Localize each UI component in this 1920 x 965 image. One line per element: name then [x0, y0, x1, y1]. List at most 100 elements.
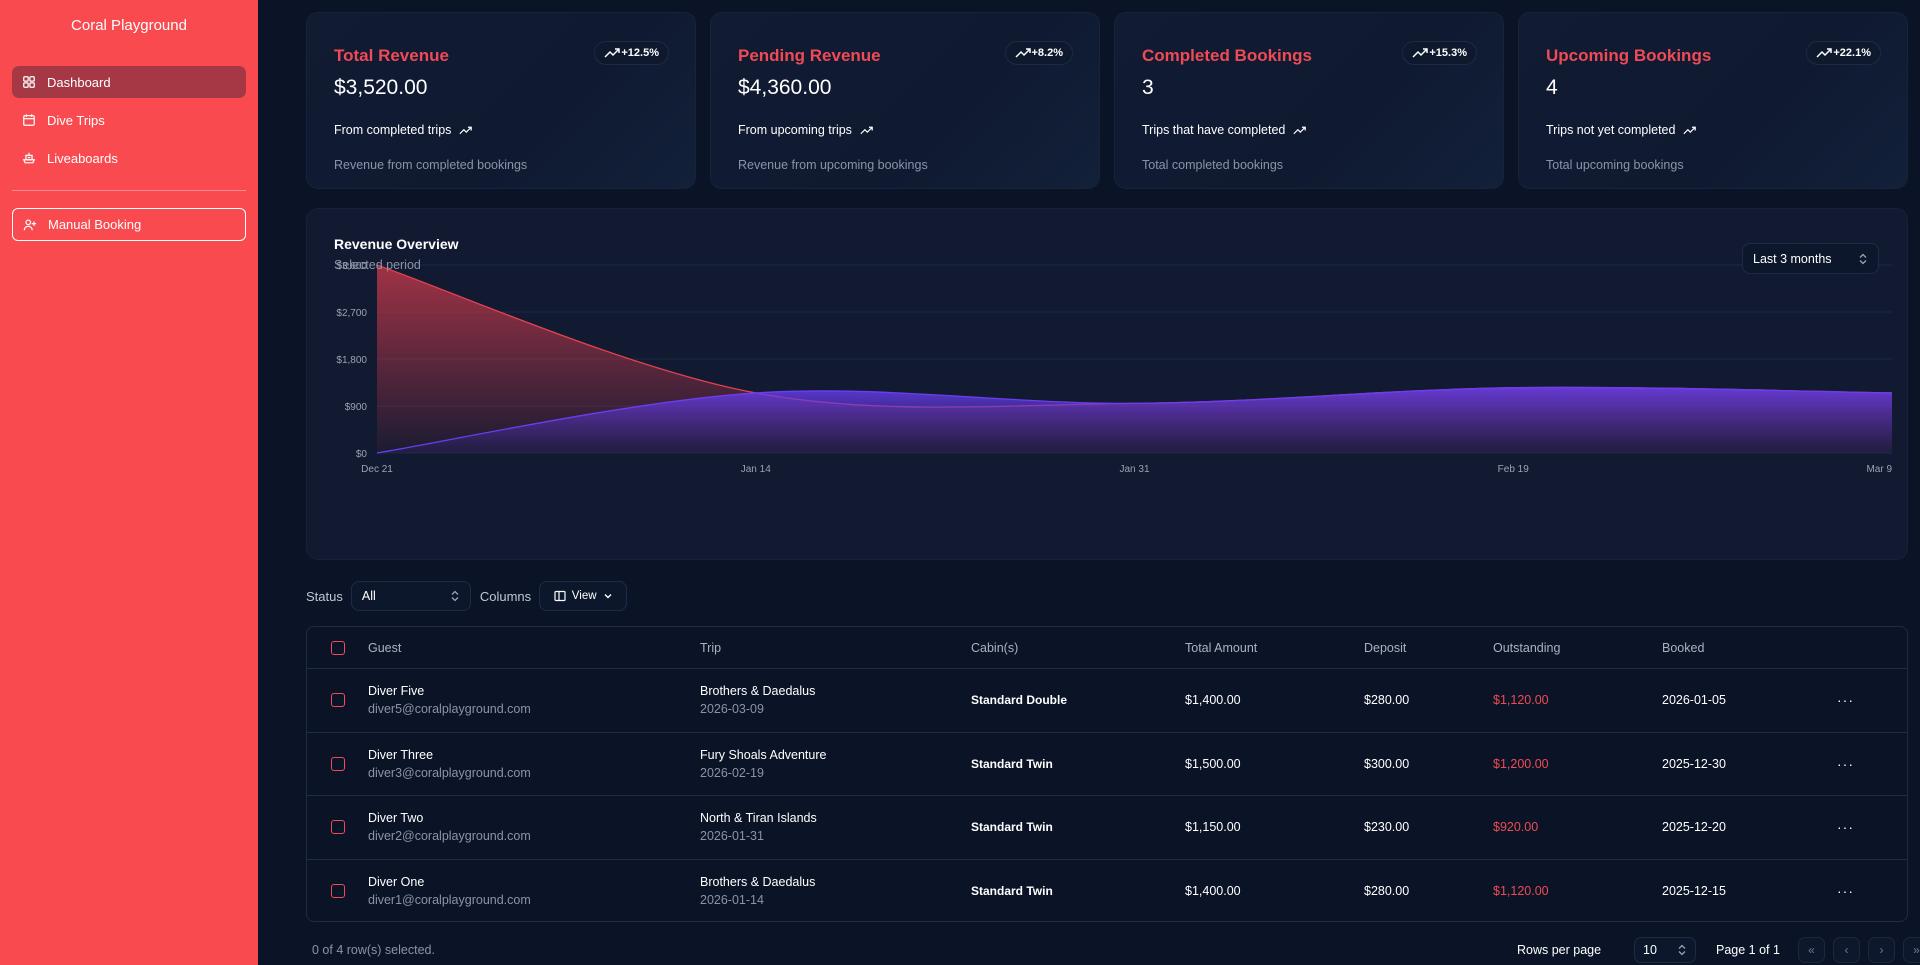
x-axis-ticks: Dec 21 Jan 14 Jan 31 Feb 19 Mar 9 — [361, 464, 1892, 475]
row-checkbox[interactable] — [331, 820, 345, 835]
pagination: « ‹ › » — [1798, 937, 1920, 963]
first-page-button[interactable]: « — [1798, 937, 1825, 963]
column-header-trip[interactable]: Trip — [700, 640, 722, 655]
card-subtitle: Trips that have completed — [1142, 123, 1307, 137]
trending-up-icon — [860, 126, 873, 134]
x-tick-label: Jan 31 — [1119, 464, 1149, 475]
selection-count: 0 of 4 row(s) selected. — [312, 943, 435, 957]
dashboard-icon — [23, 76, 35, 88]
guest-name: Diver One — [368, 875, 425, 890]
guest-email: diver3@coralplayground.com — [368, 765, 531, 780]
deposit: $230.00 — [1364, 820, 1410, 835]
y-tick-label: $2,700 — [336, 308, 367, 319]
card-subtitle: Trips not yet completed — [1546, 123, 1697, 137]
x-tick-label: Mar 9 — [1866, 464, 1892, 475]
more-horizontal-icon[interactable]: ··· — [1837, 883, 1854, 900]
trend-value: +12.5% — [621, 47, 659, 59]
column-header-total-amount[interactable]: Total Amount — [1185, 640, 1258, 655]
table-row[interactable]: Diver Three diver3@coralplayground.com F… — [307, 733, 1907, 796]
table-row[interactable]: Diver Five diver5@coralplayground.com Br… — [307, 669, 1907, 733]
booked-date: 2025-12-30 — [1662, 756, 1726, 771]
row-checkbox[interactable] — [331, 756, 345, 771]
sidebar-item-dive-trips[interactable]: Dive Trips — [12, 104, 246, 136]
revenue-chart: $0 $900 $1,800 $2,700 $3,600 Dec 21 Jan 14 Jan… — [336, 261, 1892, 475]
more-horizontal-icon[interactable]: ··· — [1837, 755, 1854, 772]
outstanding: $1,120.00 — [1493, 693, 1549, 708]
sidebar: Coral Playground Dashboard Dive Trips Li… — [0, 0, 258, 965]
card-note: Revenue from completed bookings — [334, 158, 528, 172]
trip-date: 2026-03-09 — [700, 702, 764, 717]
x-tick-label: Jan 14 — [741, 464, 771, 475]
trip-name: Fury Shoals Adventure — [700, 747, 827, 762]
rows-per-page-select[interactable]: 10 — [1634, 937, 1696, 963]
trend-badge: +15.3% — [1402, 41, 1477, 65]
column-header-deposit[interactable]: Deposit — [1364, 640, 1407, 655]
chevrons-left-icon: « — [1808, 943, 1815, 957]
previous-page-button[interactable]: ‹ — [1833, 937, 1860, 963]
trending-up-icon — [1683, 126, 1697, 134]
table-row[interactable]: Diver Two diver2@coralplayground.com Nor… — [307, 796, 1907, 860]
y-axis-ticks: $0 $900 $1,800 $2,700 $3,600 — [336, 261, 367, 460]
status-label: Status — [306, 588, 343, 604]
trend-value: +22.1% — [1833, 47, 1871, 59]
deposit: $300.00 — [1364, 756, 1410, 771]
card-subtitle: From completed trips — [334, 123, 473, 137]
chevron-right-icon: › — [1879, 943, 1884, 957]
trip-name: North & Tiran Islands — [700, 811, 817, 826]
card-note: Total completed bookings — [1142, 158, 1284, 172]
sidebar-item-dashboard[interactable]: Dashboard — [12, 66, 246, 98]
view-columns-button[interactable]: View — [539, 581, 628, 611]
columns-icon — [554, 590, 566, 602]
row-checkbox[interactable] — [331, 693, 345, 708]
row-checkbox[interactable] — [331, 884, 345, 899]
card-note: Revenue from upcoming bookings — [738, 158, 928, 172]
card-value: $4,360.00 — [738, 76, 832, 99]
next-page-button[interactable]: › — [1868, 937, 1895, 963]
trip-date: 2026-01-14 — [700, 893, 764, 908]
booked-date: 2025-12-20 — [1662, 820, 1726, 835]
chevrons-up-down-icon — [1859, 253, 1867, 264]
rows-per-page-label: Rows per page — [1517, 943, 1602, 957]
column-header-booked[interactable]: Booked — [1662, 640, 1705, 655]
select-all-checkbox[interactable] — [331, 640, 345, 655]
trend-value: +15.3% — [1429, 47, 1467, 59]
status-select[interactable]: All — [350, 581, 471, 611]
trending-up-icon — [1412, 48, 1429, 58]
sidebar-item-label: Dashboard — [47, 74, 111, 90]
card-title: Pending Revenue — [738, 46, 881, 65]
revenue-overview-card: $0 $900 $1,800 $2,700 $3,600 Dec 21 Jan 14 Jan… — [306, 208, 1908, 560]
more-horizontal-icon[interactable]: ··· — [1837, 692, 1854, 709]
sidebar-item-liveaboards[interactable]: Liveaboards — [12, 142, 246, 174]
x-tick-label: Dec 21 — [361, 464, 393, 475]
rows-per-page-value: 10 — [1643, 943, 1657, 957]
y-tick-label: $1,800 — [336, 355, 367, 366]
period-select[interactable]: Last 3 months — [1742, 243, 1879, 274]
card-subtitle-text: From completed trips — [334, 123, 452, 137]
card-subtitle: From upcoming trips — [738, 123, 873, 137]
column-header-outstanding[interactable]: Outstanding — [1493, 640, 1561, 655]
more-horizontal-icon[interactable]: ··· — [1837, 819, 1854, 836]
guest-email: diver2@coralplayground.com — [368, 829, 531, 844]
brand-title: Coral Playground — [71, 17, 187, 34]
table-footer: 0 of 4 row(s) selected. Rows per page 10… — [306, 937, 1920, 963]
sidebar-divider — [12, 190, 246, 191]
table-row[interactable]: Diver One diver1@coralplayground.com Bro… — [307, 860, 1907, 922]
column-header-cabins[interactable]: Cabin(s) — [971, 640, 1019, 655]
guest-email: diver5@coralplayground.com — [368, 702, 531, 717]
chevrons-up-down-icon — [1678, 944, 1686, 956]
manual-booking-button[interactable]: Manual Booking — [12, 208, 246, 241]
trend-value: +8.2% — [1031, 47, 1064, 59]
total-amount: $1,400.00 — [1185, 884, 1241, 899]
trending-up-icon — [1293, 126, 1307, 134]
column-header-guest[interactable]: Guest — [368, 640, 402, 655]
cabin: Standard Twin — [971, 756, 1053, 771]
last-page-button[interactable]: » — [1903, 937, 1920, 963]
guest-name: Diver Two — [368, 811, 424, 826]
booked-date: 2025-12-15 — [1662, 884, 1726, 899]
y-tick-label: $900 — [345, 402, 368, 413]
chevron-down-icon — [604, 594, 612, 599]
outstanding: $1,120.00 — [1493, 884, 1549, 899]
card-title: Upcoming Bookings — [1546, 46, 1712, 65]
period-value: Last 3 months — [1753, 251, 1832, 266]
trip-date: 2026-01-31 — [700, 829, 764, 844]
